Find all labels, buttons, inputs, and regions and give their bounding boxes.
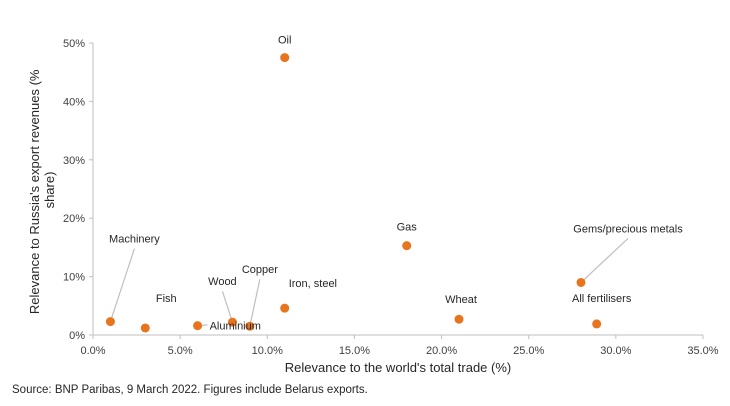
x-tick-label: 0.0% [80, 345, 105, 357]
leader-line-gems-precious-metals [580, 238, 629, 283]
scatter-chart: 0% 10% 20% 30% 40% 50% 0.0% 5.0% 10.0% 15.0% 20.0%… [27, 35, 719, 375]
leader-line-aluminium [201, 324, 208, 327]
point-all-fertilisers [592, 319, 602, 329]
source-note: Source: BNP Paribas, 9 March 2022. Figur… [12, 384, 368, 396]
data-points [105, 53, 602, 333]
x-tick-label: 5.0% [168, 345, 193, 357]
point-label-copper: Copper [242, 264, 278, 276]
y-tick-label: 10% [63, 272, 85, 284]
leader-line-wood [221, 290, 233, 323]
point-copper [245, 321, 255, 331]
point-label-gems-precious-metals: Gems/precious metals [573, 223, 683, 235]
point-label-aluminium: Aluminium [210, 321, 261, 333]
point-gas [402, 241, 412, 251]
y-tick-label: 20% [63, 213, 85, 225]
x-tick-label: 10.0% [252, 345, 283, 357]
x-axis-title: Relevance to the world's total trade (%) [285, 360, 511, 375]
y-tick-label: 30% [63, 155, 85, 167]
y-axis-title-line-2: share) [42, 172, 57, 209]
y-tick-label: 40% [63, 96, 85, 108]
x-tick-label: 35.0% [687, 345, 718, 357]
y-tick-label: 0% [69, 330, 85, 342]
point-label-machinery: Machinery [109, 234, 160, 246]
point-label-all-fertilisers: All fertilisers [572, 293, 632, 305]
point-aluminium [193, 321, 203, 331]
point-oil [280, 53, 290, 63]
x-tick-label: 30.0% [600, 345, 631, 357]
x-tick-label: 25.0% [513, 345, 544, 357]
point-machinery [105, 317, 115, 327]
leader-line-machinery [109, 248, 135, 322]
data-labels: Oil Gas Gems/precious metals All fertiliser… [109, 35, 683, 333]
x-tick-label: 20.0% [426, 345, 457, 357]
point-wheat [454, 314, 464, 324]
axes: 0% 10% 20% 30% 40% 50% 0.0% 5.0% 10.0% 15.0% 20.0%… [63, 38, 719, 357]
point-iron-steel [280, 303, 290, 313]
leader-lines [109, 238, 629, 327]
y-axis-title: Relevance to Russia's export revenues (%… [27, 66, 57, 314]
point-label-wood: Wood [208, 276, 237, 288]
point-label-fish: Fish [156, 293, 177, 305]
point-label-wheat: Wheat [445, 294, 477, 306]
point-wood [227, 317, 237, 327]
point-label-iron-steel: Iron, steel [289, 278, 337, 290]
point-label-oil: Oil [278, 35, 291, 47]
y-tick-label: 50% [63, 38, 85, 50]
point-gems-precious-metals [576, 277, 586, 287]
x-tick-label: 15.0% [339, 345, 370, 357]
point-fish [140, 323, 150, 333]
y-axis-title-line-1: Relevance to Russia's export revenues (% [27, 69, 42, 314]
leader-line-copper [249, 279, 261, 327]
point-label-gas: Gas [397, 222, 418, 234]
